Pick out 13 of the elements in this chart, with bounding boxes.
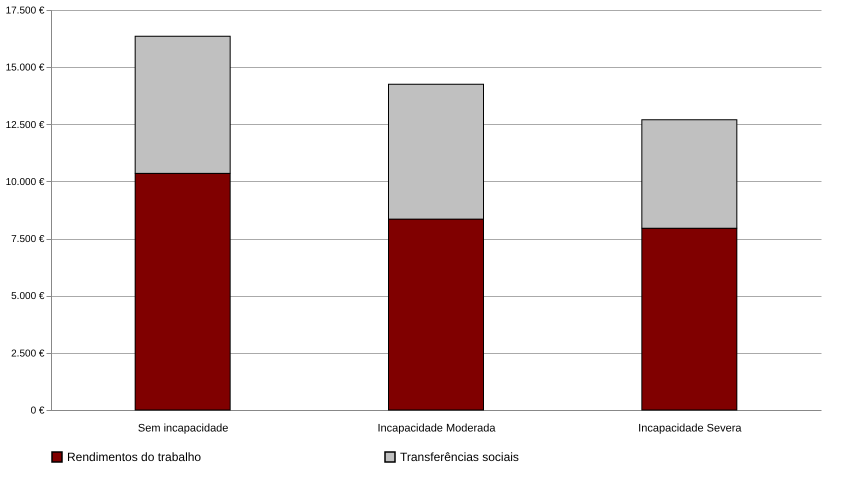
x-tick-label: Incapacidade Moderada: [377, 422, 496, 434]
x-tick-label: Incapacidade Severa: [638, 422, 742, 434]
y-tick-label: 5.000 €: [11, 291, 45, 302]
x-tick-label: Sem incapacidade: [138, 422, 228, 434]
y-tick-label: 12.500 €: [6, 120, 45, 131]
y-tick-label: 2.500 €: [11, 348, 45, 360]
y-tick-label: 7.500 €: [11, 234, 45, 246]
y-tick-label: 15.000 €: [6, 62, 45, 74]
y-tick-label: 17.500 €: [6, 6, 45, 16]
legend-label: Transferências sociais: [400, 450, 519, 464]
y-tick-label: 10.000 €: [6, 176, 45, 188]
legend-label: Rendimentos do trabalho: [67, 450, 202, 464]
y-tick-label: 0 €: [30, 406, 45, 416]
